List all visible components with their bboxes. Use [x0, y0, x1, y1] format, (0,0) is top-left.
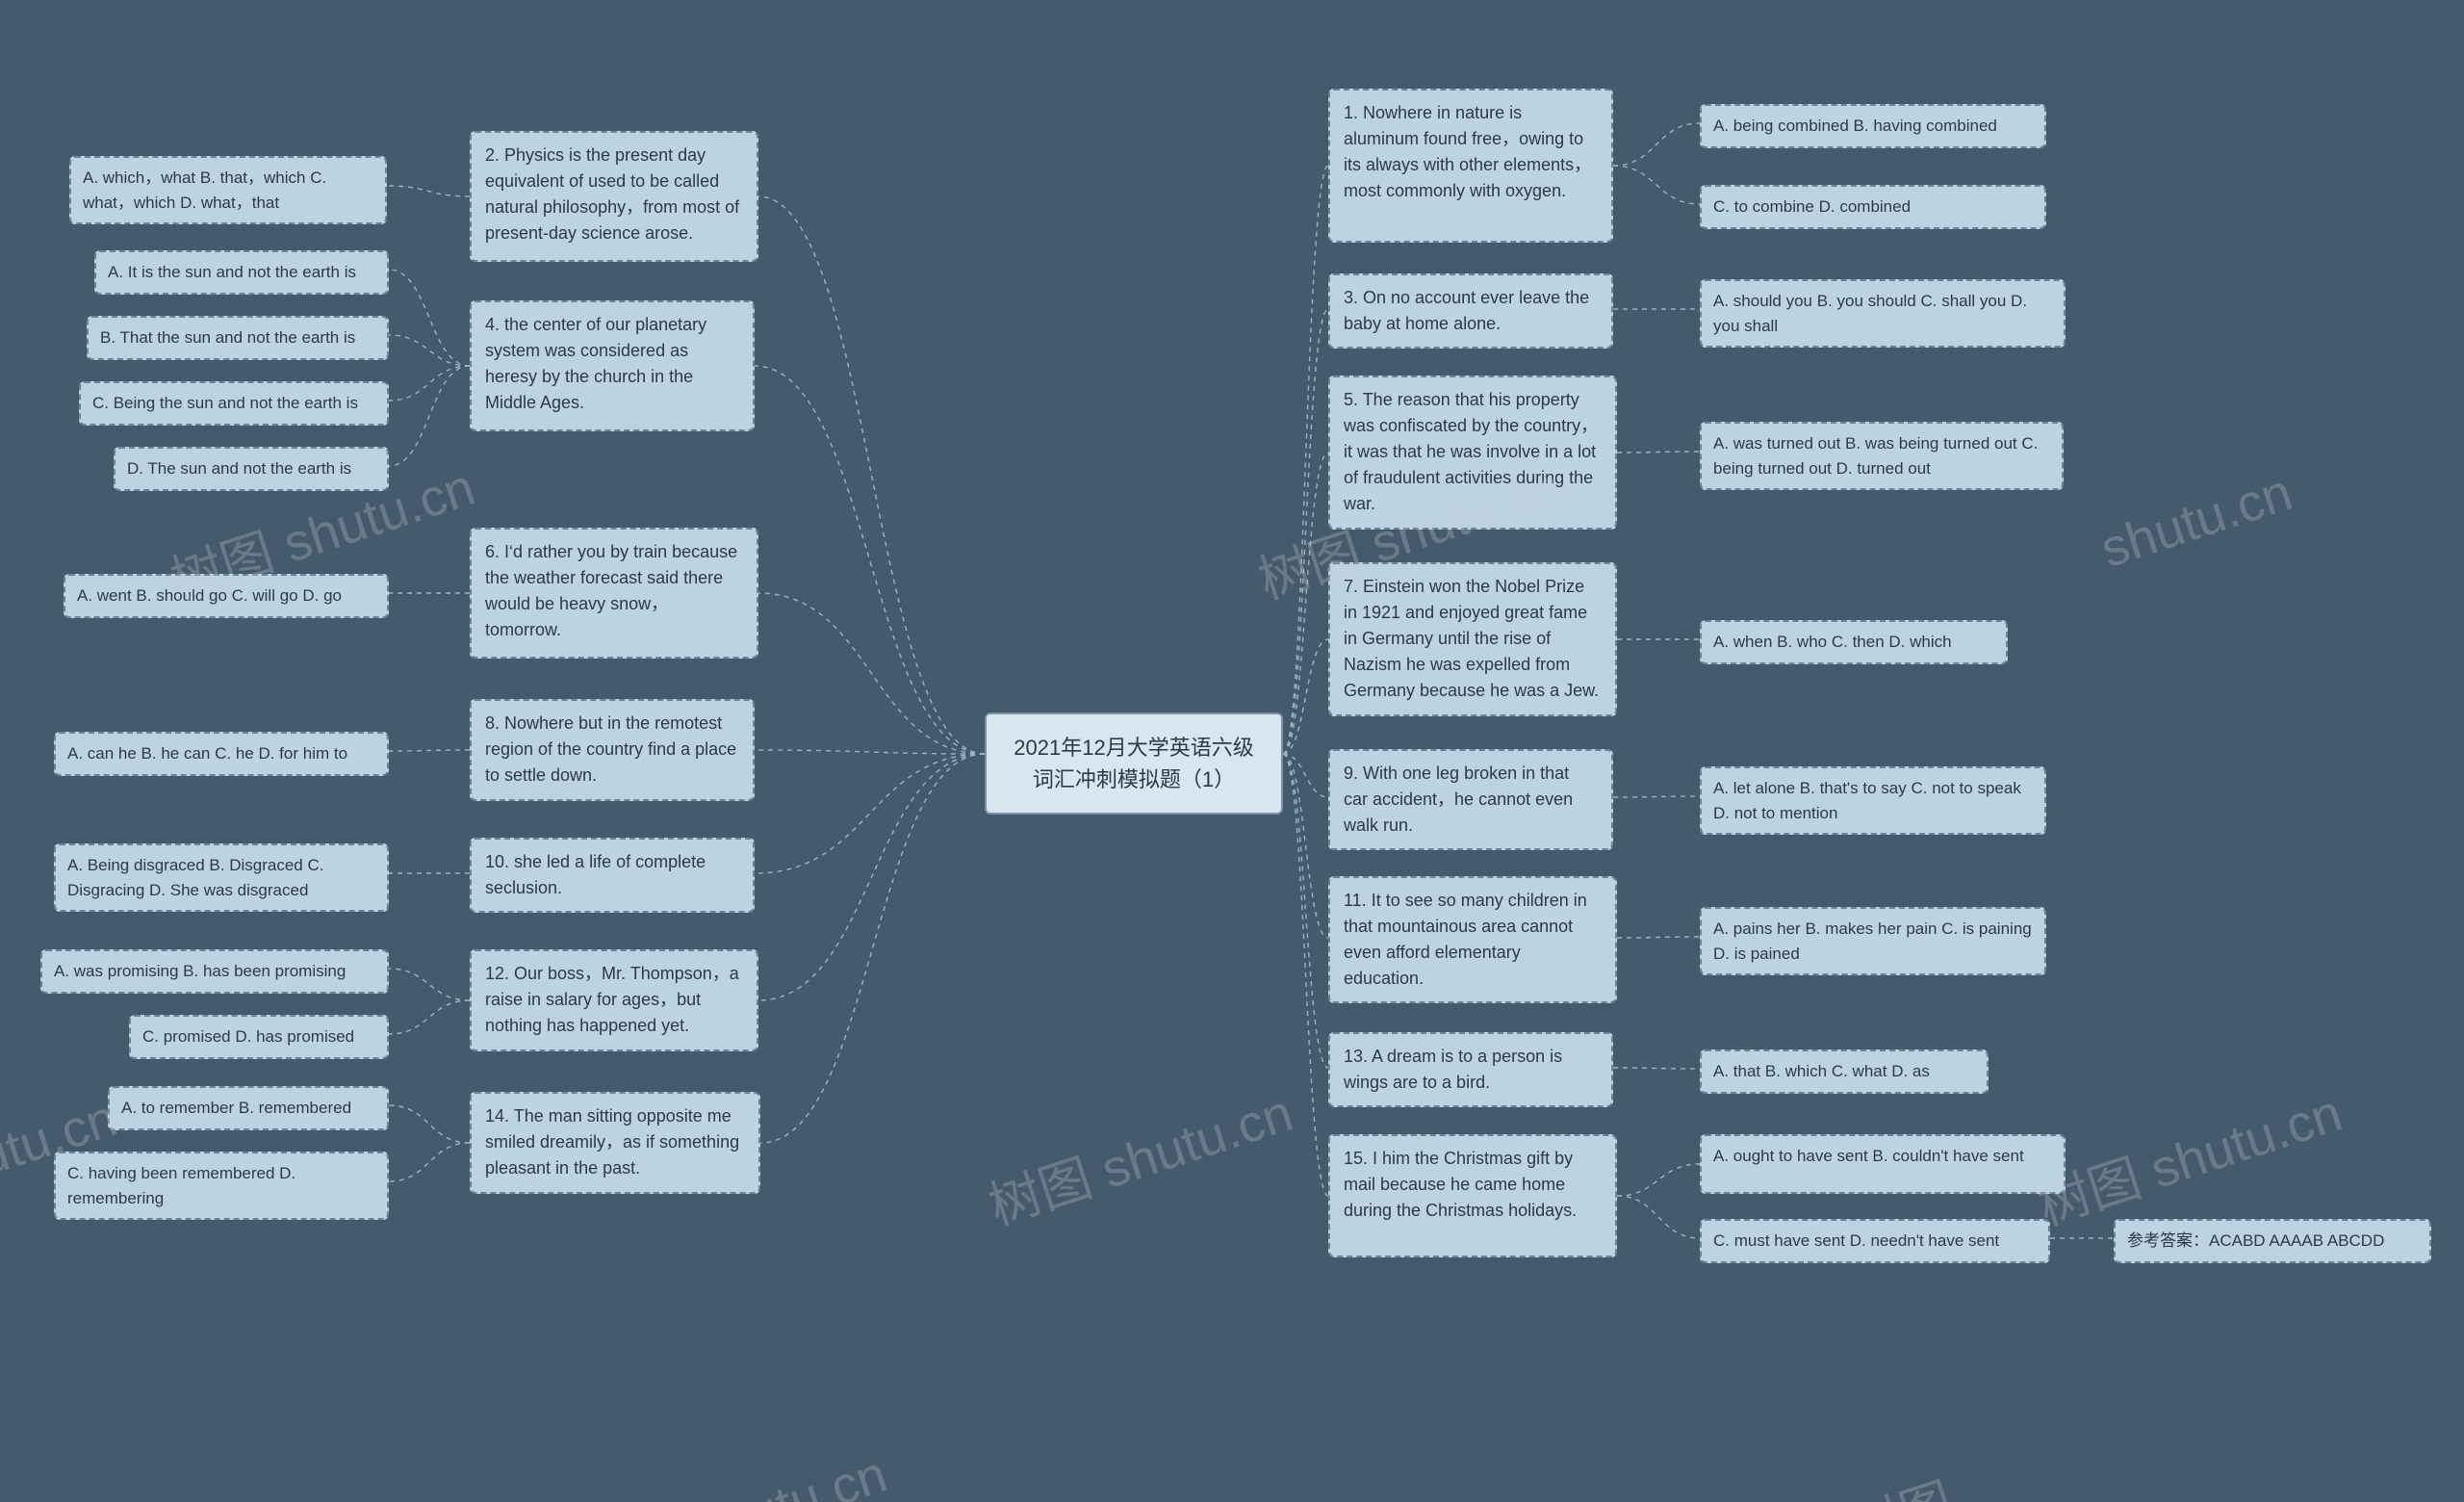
option-q1-0: A. being combined B. having combined — [1700, 104, 2046, 148]
question-q9: 9. With one leg broken in that car accid… — [1328, 749, 1613, 850]
question-q4: 4. the center of our planetary system wa… — [470, 300, 755, 431]
question-q8: 8. Nowhere but in the remotest region of… — [470, 699, 755, 801]
question-q15: 15. I him the Christmas gift by mail bec… — [1328, 1134, 1617, 1257]
question-q1: 1. Nowhere in nature is aluminum found f… — [1328, 89, 1613, 243]
option-q9-0: A. let alone B. that's to say C. not to … — [1700, 766, 2046, 835]
question-q3: 3. On no account ever leave the baby at … — [1328, 273, 1613, 349]
option-q15-1: C. must have sent D. needn't have sent — [1700, 1219, 2050, 1263]
question-q6: 6. I‘d rather you by train because the w… — [470, 528, 758, 659]
question-q12: 12. Our boss，Mr. Thompson，a raise in sal… — [470, 949, 758, 1051]
option-q4-1: B. That the sun and not the earth is — [87, 316, 389, 360]
option-q12-1: C. promised D. has promised — [129, 1015, 389, 1059]
option-q2-0: A. which，what B. that，which C. what，whic… — [69, 156, 387, 224]
question-q11: 11. It to see so many children in that m… — [1328, 876, 1617, 1003]
option-q13-0: A. that B. which C. what D. as — [1700, 1049, 1989, 1094]
option-q4-3: D. The sun and not the earth is — [114, 447, 389, 491]
option-q6-0: A. went B. should go C. will go D. go — [64, 574, 389, 618]
option-q12-0: A. was promising B. has been promising — [40, 949, 389, 994]
option-q7-0: A. when B. who C. then D. which — [1700, 620, 2008, 664]
option-q15-0: A. ought to have sent B. couldn't have s… — [1700, 1134, 2066, 1194]
question-q10: 10. she led a life of complete seclusion… — [470, 838, 755, 913]
option-q14-1: C. having been remembered D. remembering — [54, 1152, 389, 1220]
question-q2: 2. Physics is the present day equivalent… — [470, 131, 758, 262]
question-q14: 14. The man sitting opposite me smiled d… — [470, 1092, 760, 1194]
answer-key: 参考答案：ACABD AAAAB ABCDD — [2114, 1219, 2431, 1263]
center-node: 2021年12月大学英语六级词汇冲刺模拟题（1） — [985, 712, 1283, 815]
option-q11-0: A. pains her B. makes her pain C. is pai… — [1700, 907, 2046, 975]
option-q5-0: A. was turned out B. was being turned ou… — [1700, 422, 2064, 490]
watermark: 树图 shutu.cn — [2027, 1070, 2350, 1239]
watermark: 树图 — [1838, 1459, 1961, 1502]
question-q13: 13. A dream is to a person is wings are … — [1328, 1032, 1613, 1107]
watermark: shutu.cn — [2093, 462, 2298, 580]
watermark: 树图 shutu.cn — [978, 1070, 1301, 1239]
option-q4-2: C. Being the sun and not the earth is — [79, 381, 389, 426]
option-q1-1: C. to combine D. combined — [1700, 185, 2046, 229]
option-q10-0: A. Being disgraced B. Disgraced C. Disgr… — [54, 843, 389, 912]
watermark: shutu.cn — [688, 1444, 893, 1502]
option-q8-0: A. can he B. he can C. he D. for him to — [54, 732, 389, 776]
option-q4-0: A. It is the sun and not the earth is — [94, 250, 389, 295]
question-q5: 5. The reason that his property was conf… — [1328, 376, 1617, 530]
question-q7: 7. Einstein won the Nobel Prize in 1921 … — [1328, 562, 1617, 716]
option-q14-0: A. to remember B. remembered — [108, 1086, 389, 1130]
option-q3-0: A. should you B. you should C. shall you… — [1700, 279, 2066, 348]
